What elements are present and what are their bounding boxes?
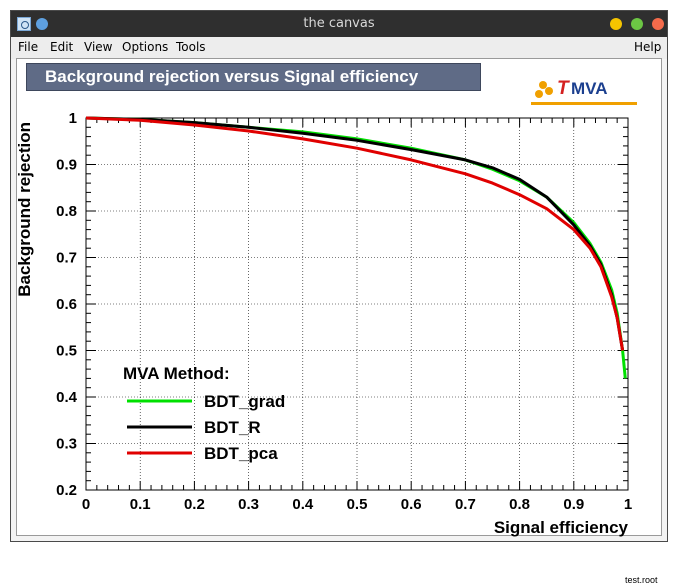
x-tick-label: 0.8 <box>509 496 530 513</box>
x-tick-label: 0.4 <box>292 496 314 513</box>
logo-t: T <box>557 78 569 99</box>
y-tick-label: 0.8 <box>56 203 77 220</box>
y-axis-label: Background rejection <box>17 122 34 297</box>
file-label: test.root <box>625 575 658 585</box>
series-line-bdt-pca <box>85 116 625 351</box>
y-tick-label: 1 <box>69 110 77 127</box>
window-title: the canvas <box>303 16 375 31</box>
menu-edit[interactable]: Edit <box>50 40 74 54</box>
x-tick-label: 1 <box>624 496 632 513</box>
roc-chart: 0 0.1 0.2 0.3 0.4 0.5 0.6 0.7 0.8 0.9 1 0.2 0.3 0.4 0.… <box>17 110 632 537</box>
x-tick-label: 0.2 <box>184 496 205 513</box>
legend-label-bdt-grad: BDT_grad <box>204 392 285 411</box>
app-icon[interactable] <box>17 17 31 31</box>
menu-file[interactable]: File <box>18 40 39 54</box>
x-axis-label: Signal efficiency <box>494 518 629 537</box>
x-tick-label: 0 <box>82 496 90 513</box>
tmva-logo: T MVA <box>531 77 637 105</box>
menu-bar: File Edit View Options Tools Help <box>11 37 667 59</box>
canvas-window: the canvas File Edit View Options Tools … <box>10 10 668 585</box>
chart-title-box: Background rejection versus Signal effic… <box>26 63 481 91</box>
logo-mva: MVA <box>571 79 608 98</box>
close-button[interactable] <box>652 18 664 30</box>
chart-title: Background rejection versus Signal effic… <box>45 67 419 86</box>
sticky-icon[interactable] <box>36 18 48 30</box>
title-bar: the canvas <box>11 11 667 37</box>
menu-options[interactable]: Options <box>122 40 169 54</box>
y-tick-label: 0.4 <box>56 389 78 406</box>
maximize-button[interactable] <box>631 18 643 30</box>
y-tick-label: 0.5 <box>56 343 77 360</box>
y-tick-label: 0.6 <box>56 296 77 313</box>
plot-canvas[interactable]: Background rejection versus Signal effic… <box>16 58 662 585</box>
x-tick-label: 0.9 <box>563 496 584 513</box>
x-tick-label: 0.5 <box>347 496 368 513</box>
legend-label-bdt-r: BDT_R <box>204 418 261 437</box>
legend-label-bdt-pca: BDT_pca <box>204 444 278 463</box>
x-tick-label: 0.3 <box>238 496 259 513</box>
menu-tools[interactable]: Tools <box>176 40 206 54</box>
menu-help[interactable]: Help <box>634 40 662 54</box>
menu-view[interactable]: View <box>84 40 113 54</box>
x-tick-label: 0.1 <box>130 496 151 513</box>
y-tick-label: 0.7 <box>56 250 77 267</box>
x-tick-label: 0.6 <box>401 496 422 513</box>
y-tick-label: 0.9 <box>56 157 77 174</box>
y-tick-label: 0.3 <box>56 436 77 453</box>
legend-title: MVA Method: <box>123 364 230 383</box>
minimize-button[interactable] <box>610 18 622 30</box>
x-tick-label: 0.7 <box>455 496 476 513</box>
y-tick-label: 0.2 <box>56 482 77 499</box>
